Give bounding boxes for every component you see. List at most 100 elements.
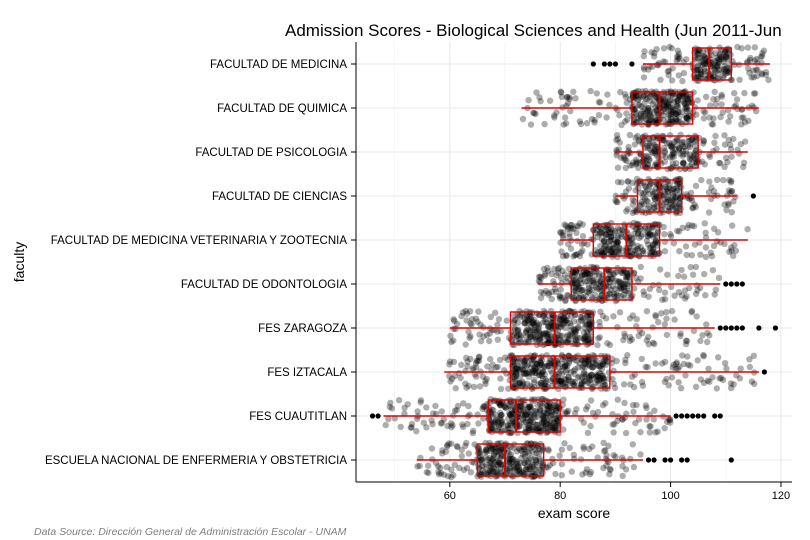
data-point xyxy=(537,288,545,296)
data-point xyxy=(645,175,652,183)
data-point xyxy=(440,471,448,478)
box-1 xyxy=(642,47,770,81)
data-point xyxy=(523,362,530,369)
data-point xyxy=(510,466,518,473)
data-point xyxy=(545,312,552,319)
data-point xyxy=(753,107,760,115)
data-point xyxy=(557,378,565,385)
data-point xyxy=(630,230,638,238)
data-point xyxy=(663,315,670,322)
data-point xyxy=(689,271,697,278)
data-point xyxy=(416,462,423,470)
data-point xyxy=(590,359,597,366)
data-point xyxy=(493,461,500,468)
data-point xyxy=(524,317,531,324)
data-point xyxy=(548,424,556,431)
data-point xyxy=(538,356,546,364)
data-point xyxy=(667,107,675,115)
data-point xyxy=(693,67,700,74)
data-point xyxy=(609,282,617,290)
data-point xyxy=(487,447,494,455)
data-point xyxy=(540,290,547,297)
data-point xyxy=(594,373,601,380)
data-point xyxy=(661,378,669,385)
data-point xyxy=(635,96,642,103)
data-point xyxy=(522,418,529,425)
data-point xyxy=(524,319,532,327)
data-point xyxy=(677,332,684,340)
data-point xyxy=(723,206,730,214)
data-point xyxy=(557,321,564,328)
data-point xyxy=(606,245,614,252)
data-point xyxy=(716,375,723,382)
data-point xyxy=(622,164,629,172)
data-point xyxy=(556,317,563,324)
data-point xyxy=(522,370,529,378)
data-point xyxy=(546,403,554,410)
data-point xyxy=(558,93,566,101)
data-point xyxy=(577,381,585,388)
data-point xyxy=(535,324,543,331)
data-point xyxy=(586,471,594,478)
data-point xyxy=(615,146,622,153)
data-point xyxy=(527,413,534,421)
data-point xyxy=(645,120,653,127)
data-point xyxy=(665,102,672,109)
data-point xyxy=(679,77,686,85)
data-point xyxy=(542,420,550,427)
data-point xyxy=(750,352,757,359)
data-point xyxy=(562,120,570,127)
data-point xyxy=(722,54,730,61)
data-point xyxy=(702,253,710,261)
data-point xyxy=(468,321,475,328)
data-point xyxy=(593,268,600,275)
data-point xyxy=(559,294,566,301)
data-point xyxy=(557,293,564,300)
data-point xyxy=(579,357,586,364)
data-point xyxy=(590,363,597,371)
data-point xyxy=(688,136,696,144)
data-point xyxy=(514,463,521,470)
data-point xyxy=(487,425,494,433)
data-point xyxy=(704,377,711,384)
data-point xyxy=(640,110,647,117)
data-point xyxy=(547,318,555,326)
data-point xyxy=(574,335,581,342)
data-point xyxy=(628,336,636,343)
data-point xyxy=(561,221,568,228)
data-point xyxy=(611,245,618,252)
data-point xyxy=(539,461,547,468)
data-point xyxy=(612,248,619,255)
data-point xyxy=(514,312,521,319)
data-point xyxy=(683,337,691,345)
data-point xyxy=(686,91,693,99)
data-point xyxy=(503,370,510,377)
data-point xyxy=(646,423,653,430)
data-point xyxy=(641,100,648,107)
data-point xyxy=(547,423,554,431)
data-point xyxy=(527,470,534,477)
source-note: Data Source: Dirección General de Admini… xyxy=(34,526,347,538)
data-point xyxy=(631,247,639,254)
data-point xyxy=(463,464,471,472)
data-point xyxy=(537,359,544,366)
data-point xyxy=(720,55,727,63)
data-point xyxy=(640,92,647,100)
data-point xyxy=(511,457,519,464)
data-point xyxy=(497,465,504,472)
data-point xyxy=(599,361,607,368)
data-point xyxy=(663,102,670,109)
data-point xyxy=(572,326,580,333)
data-point xyxy=(728,247,735,254)
data-point xyxy=(717,56,725,63)
data-point xyxy=(529,385,536,392)
data-point xyxy=(762,71,770,79)
data-point xyxy=(633,401,640,409)
data-point xyxy=(728,209,735,216)
data-point xyxy=(614,178,622,186)
data-point xyxy=(673,210,680,217)
data-point xyxy=(711,66,718,73)
data-point xyxy=(602,224,610,231)
data-point xyxy=(683,91,690,98)
data-point xyxy=(588,364,596,371)
